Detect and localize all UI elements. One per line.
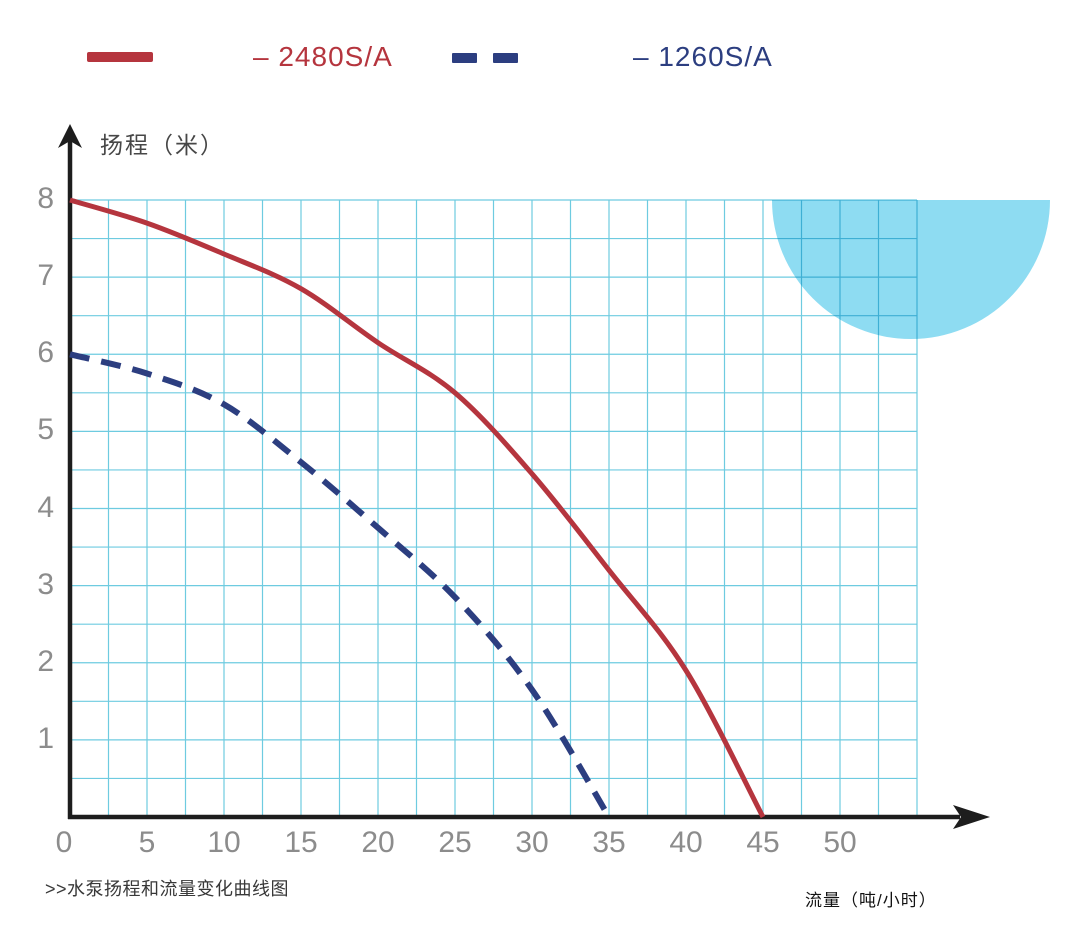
legend: – 2480S/A – 1260S/A bbox=[0, 0, 1080, 100]
axes bbox=[58, 124, 990, 829]
x-axis-arrow-icon bbox=[953, 805, 990, 829]
legend-label-2480sa: – 2480S/A bbox=[253, 41, 393, 72]
x-axis-title: 流量（吨/小时） bbox=[805, 891, 937, 910]
solid-line-swatch bbox=[87, 52, 153, 62]
chart-caption: >>水泵扬程和流量变化曲线图 bbox=[45, 879, 290, 899]
y-axis-title: 扬程（米） bbox=[100, 132, 225, 158]
legend-label-1260sa: – 1260S/A bbox=[633, 41, 773, 72]
grid-lines bbox=[70, 199, 918, 817]
dashed-line-swatch bbox=[493, 53, 518, 63]
curve-1260sa bbox=[69, 351, 612, 819]
dashed-line-swatch bbox=[452, 53, 477, 63]
decorative-half-circle bbox=[772, 200, 1050, 339]
y-axis-arrow-icon bbox=[58, 124, 82, 148]
curve-2480sa bbox=[69, 197, 766, 819]
